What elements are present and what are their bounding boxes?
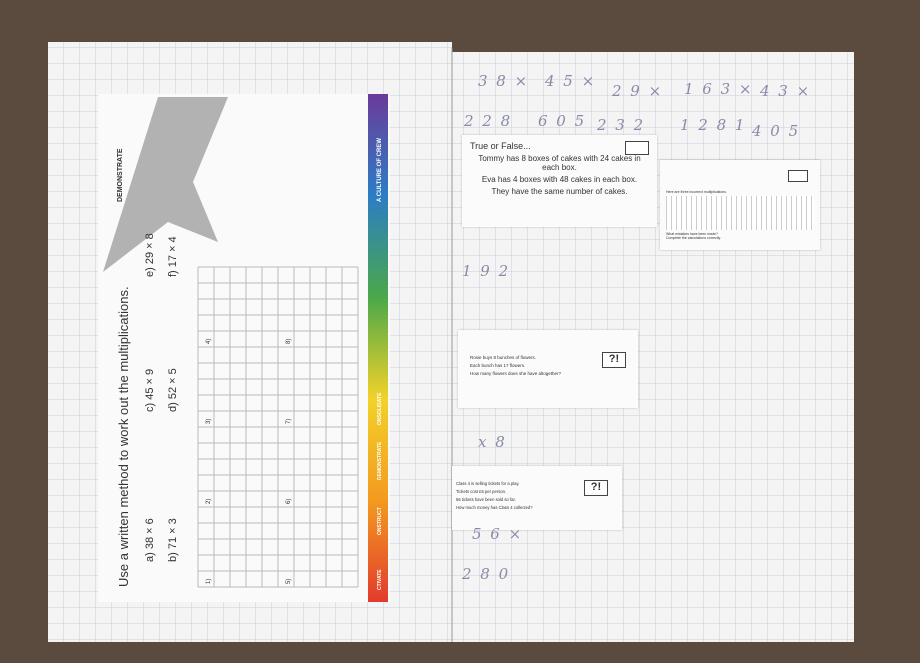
grid-label: 2) <box>206 499 212 504</box>
handwriting: 2 2 8 <box>464 112 512 130</box>
instruction: Use a written method to work out the mul… <box>116 286 131 587</box>
handwriting: 3 8 × <box>478 72 529 90</box>
grid-label: 3) <box>206 419 212 424</box>
card: True or False... Tommy has 8 boxes of ca… <box>462 135 657 227</box>
item: b) 71 × 3 <box>167 518 179 562</box>
strip-label: ONSTRUCT <box>377 507 383 535</box>
logo: DEMONSTRATE <box>117 148 124 202</box>
grid-label: 6) <box>286 499 292 504</box>
badge: ?! <box>584 480 608 496</box>
item: c) 45 × 9 <box>144 369 156 412</box>
grid-label: 5) <box>286 579 292 584</box>
card-line: 56 tickets have been sold so far. <box>456 497 618 502</box>
grid-label: 7) <box>286 419 292 424</box>
handwriting: 2 8 0 <box>462 565 510 583</box>
grid-label: 8) <box>286 339 292 344</box>
handwriting: 1 2 8 1 <box>680 116 746 134</box>
item: f) 17 × 4 <box>167 236 179 277</box>
item: e) 29 × 8 <box>144 233 156 277</box>
strip-label: CTIVATE <box>377 569 383 590</box>
banner: A CULTURE OF CREW <box>377 138 383 202</box>
photo: 1) 2) 3) 4) 5) 6) 7) 8) Use a written method to… <box>0 0 920 663</box>
strip-label: ONSOLIDATE <box>377 392 383 425</box>
item: a) 38 × 6 <box>144 518 156 562</box>
strip-label: DEMONSTRATE <box>377 441 383 480</box>
handwriting: 1 9 2 <box>462 262 510 280</box>
card-line: Here are three incorrect multiplications… <box>666 190 814 194</box>
badge: ?! <box>602 352 626 368</box>
card-line: How much money has Class 4 collected? <box>456 505 618 510</box>
handwriting: 4 0 5 <box>752 122 800 140</box>
handwriting: 6 0 5 <box>538 112 586 130</box>
handwriting: 5 6 × <box>472 525 523 543</box>
card-line: Complete the calculations correctly. <box>666 236 814 240</box>
handwriting: 4 5 × <box>545 72 596 90</box>
grid-label: 4) <box>206 339 212 344</box>
item: d) 52 × 5 <box>167 368 179 412</box>
worksheet: 1) 2) 3) 4) 5) 6) 7) 8) Use a written method to… <box>98 94 390 602</box>
card-title: True or False... <box>470 141 649 151</box>
grid-label: 1) <box>206 579 212 584</box>
card-line: Tommy has 8 boxes of cakes with 24 cakes… <box>470 154 649 172</box>
card: ?! Class 4 is selling tickets for a play… <box>452 466 622 530</box>
card-line: They have the same number of cakes. <box>470 187 649 196</box>
card-line: How many flowers does she have altogethe… <box>470 371 626 376</box>
handwriting: 4 3 × <box>760 82 811 100</box>
handwriting: 1 6 3 × <box>684 80 754 98</box>
card: ?! Rosie buys 8 bunches of flowers. Each… <box>458 330 638 408</box>
card: Here are three incorrect multiplications… <box>660 160 820 250</box>
handwriting: x 8 <box>478 433 507 451</box>
card-line: Eva has 4 boxes with 48 cakes in each bo… <box>470 175 649 184</box>
handwriting: 2 9 × <box>612 82 663 100</box>
handwriting: 2 3 2 <box>597 116 645 134</box>
